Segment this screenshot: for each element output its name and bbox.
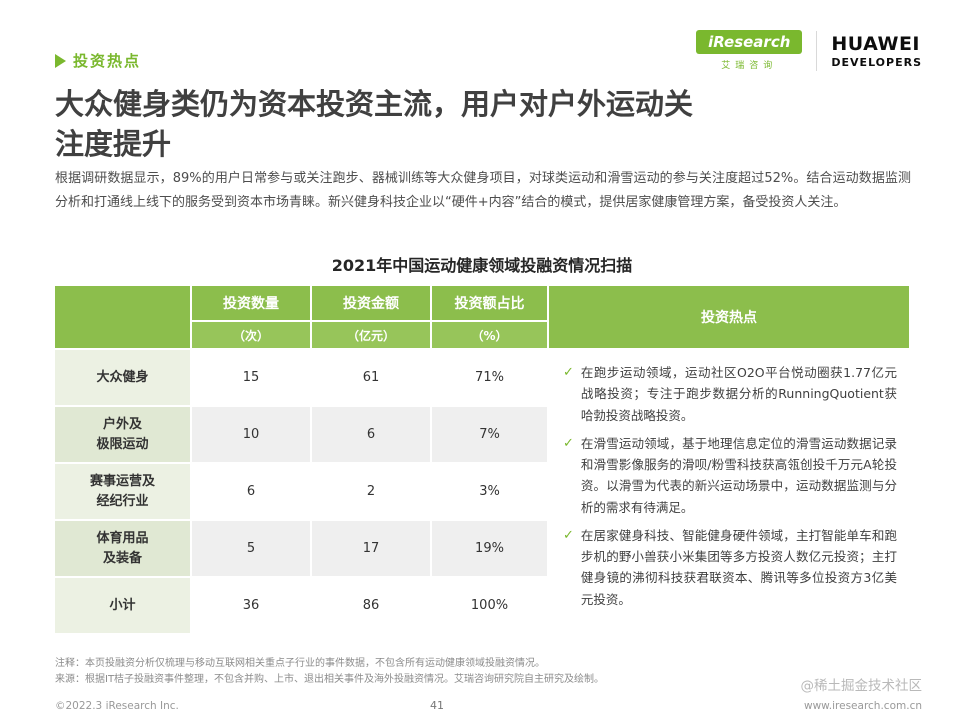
logo-divider (816, 30, 818, 71)
iresearch-logo: iResearch 艾瑞咨询 (696, 30, 803, 71)
iresearch-logo-badge: iResearch (696, 30, 803, 54)
page-number: 41 (430, 699, 444, 712)
row-label: 体育用品 及装备 (55, 521, 190, 576)
header-share: 投资额占比 (432, 286, 547, 320)
hotspot-text: 在滑雪运动领域，基于地理信息定位的滑雪运动数据记录和滑雪影像服务的滑呗/粉雪科技… (580, 435, 897, 515)
row-count: 6 (192, 464, 310, 519)
header-corner-cell (55, 286, 190, 348)
huawei-logo-sub: DEVELOPERS (831, 55, 922, 69)
row-count: 10 (192, 407, 310, 462)
footer-copyright: ©2022.3 iResearch Inc. (55, 700, 179, 712)
page-title: 大众健身类仍为资本投资主流，用户对户外运动关 注度提升 (55, 84, 925, 164)
row-amount: 86 (312, 578, 430, 633)
row-label: 户外及 极限运动 (55, 407, 190, 462)
huawei-logo-name: HUAWEI (831, 32, 920, 55)
row-label: 大众健身 (55, 350, 190, 405)
row-share: 71% (432, 350, 547, 405)
row-amount: 2 (312, 464, 430, 519)
subheader-count: （次） (192, 322, 310, 348)
row-amount: 6 (312, 407, 430, 462)
check-icon: ✓ (563, 527, 574, 543)
hotspot-item: ✓ 在跑步运动领域，运动社区O2O平台悦动圈获1.77亿元战略投资；专注于跑步数… (563, 362, 897, 426)
header-hotspot: 投资热点 (549, 286, 909, 348)
subheader-amount: （亿元） (312, 322, 430, 348)
hotspot-cell: ✓ 在跑步运动领域，运动社区O2O平台悦动圈获1.77亿元战略投资；专注于跑步数… (549, 350, 909, 633)
row-count: 36 (192, 578, 310, 633)
hotspot-text: 在居家健身科技、智能健身硬件领域，主打智能单车和跑步机的野小兽获小米集团等多方投… (580, 527, 897, 607)
row-amount: 61 (312, 350, 430, 405)
row-count: 15 (192, 350, 310, 405)
footnote-1: 注释：本页投融资分析仅梳理与移动互联网相关重点子行业的事件数据，不包含所有运动健… (55, 658, 545, 669)
row-share: 3% (432, 464, 547, 519)
subheader-share: （%） (432, 322, 547, 348)
row-label: 赛事运营及 经纪行业 (55, 464, 190, 519)
header-amount: 投资金额 (312, 286, 430, 320)
hotspot-text: 在跑步运动领域，运动社区O2O平台悦动圈获1.77亿元战略投资；专注于跑步数据分… (580, 365, 897, 423)
header-count: 投资数量 (192, 286, 310, 320)
watermark: @稀土掘金技术社区 (800, 678, 923, 694)
footnotes: 注释：本页投融资分析仅梳理与移动互联网相关重点子行业的事件数据，不包含所有运动健… (55, 656, 911, 687)
hotspot-item: ✓ 在滑雪运动领域，基于地理信息定位的滑雪运动数据记录和滑雪影像服务的滑呗/粉雪… (563, 433, 897, 518)
investment-table: 投资数量 投资金额 投资额占比 投资热点 （次） （亿元） （%） 大众健身 1… (55, 286, 909, 633)
triangle-icon (55, 53, 66, 68)
row-share: 7% (432, 407, 547, 462)
huawei-logo: HUAWEI DEVELOPERS (831, 33, 922, 69)
page-title-line2: 注度提升 (55, 127, 172, 162)
table-block: 2021年中国运动健康领域投融资情况扫描 投资数量 投资金额 投资额占比 投资热… (55, 252, 909, 633)
logo-group: iResearch 艾瑞咨询 HUAWEI DEVELOPERS (696, 30, 922, 71)
table-title: 2021年中国运动健康领域投融资情况扫描 (331, 256, 633, 275)
check-icon: ✓ (563, 365, 574, 380)
check-icon: ✓ (563, 435, 574, 451)
row-count: 5 (192, 521, 310, 576)
iresearch-logo-cn: 艾瑞咨询 (721, 61, 778, 71)
intro-paragraph: 根据调研数据显示，89%的用户日常参与或关注跑步、器械训练等大众健身项目，对球类… (55, 171, 911, 211)
page-title-line1: 大众健身类仍为资本投资主流，用户对户外运动关 (55, 87, 694, 121)
footer-website: www.iresearch.com.cn (803, 700, 922, 712)
section-label-text: 投资热点 (73, 52, 142, 70)
row-label-total: 小计 (55, 578, 190, 633)
hotspot-item: ✓ 在居家健身科技、智能健身硬件领域，主打智能单车和跑步机的野小兽获小米集团等多… (563, 525, 897, 610)
row-amount: 17 (312, 521, 430, 576)
row-share: 100% (432, 578, 547, 633)
section-label: 投资热点 (55, 50, 141, 71)
footnote-2: 来源：根据IT桔子投融资事件整理，不包含并购、上市、退出相关事件及海外投融资情况… (55, 673, 605, 685)
row-share: 19% (432, 521, 547, 576)
